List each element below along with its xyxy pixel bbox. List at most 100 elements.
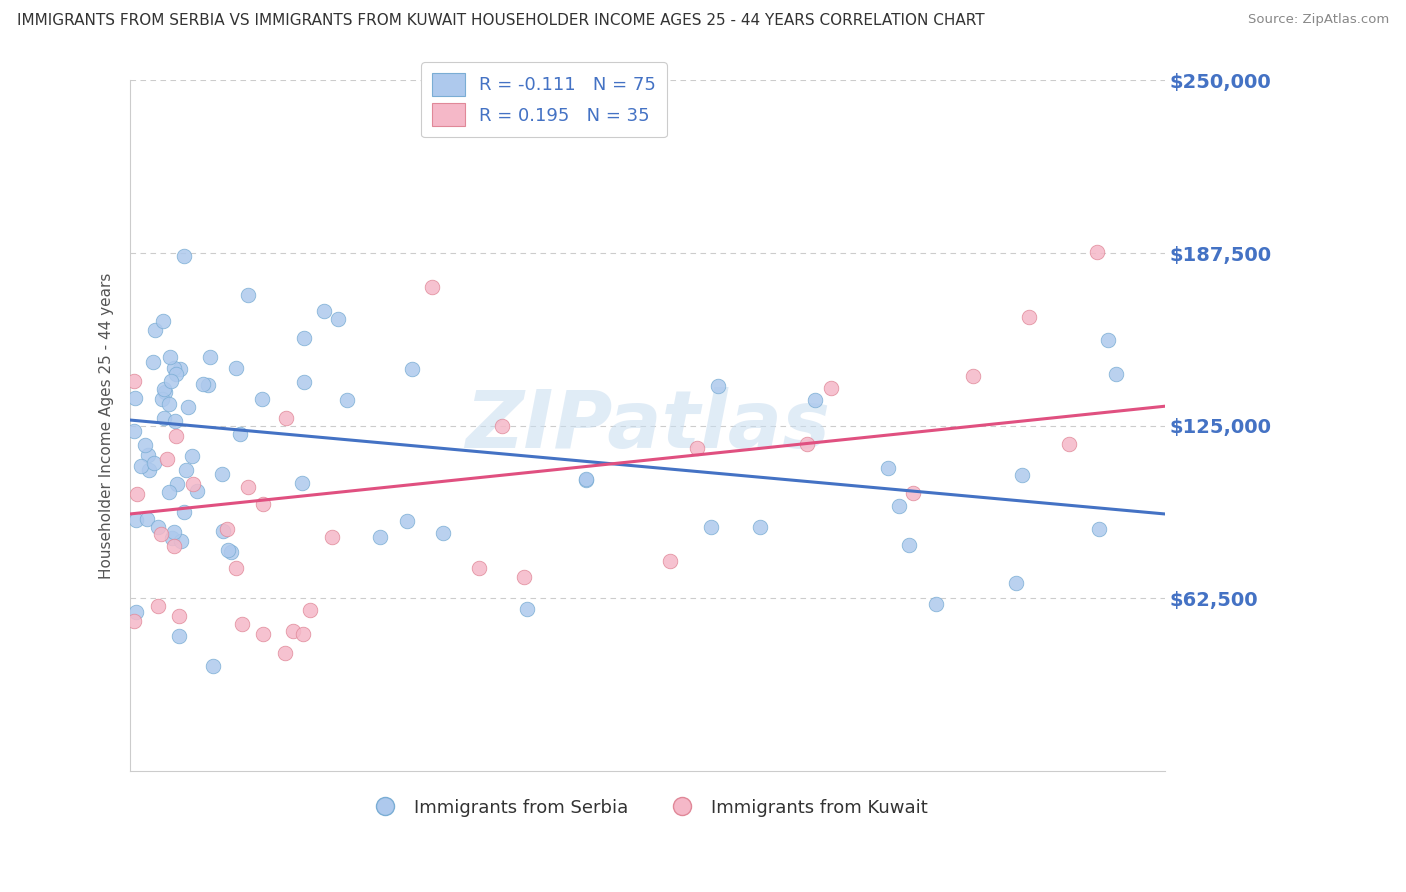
Point bbox=[1097, 333, 1119, 347]
Point bbox=[124, 374, 146, 388]
Point bbox=[146, 519, 169, 533]
Point bbox=[299, 602, 322, 616]
Point bbox=[336, 392, 359, 407]
Point bbox=[159, 350, 181, 364]
Point bbox=[516, 601, 538, 615]
Point bbox=[898, 538, 921, 552]
Point bbox=[124, 614, 146, 628]
Point bbox=[138, 463, 160, 477]
Point bbox=[186, 484, 208, 499]
Point bbox=[368, 530, 391, 544]
Point bbox=[924, 597, 946, 611]
Point bbox=[176, 463, 198, 477]
Point bbox=[820, 381, 842, 395]
Point bbox=[1018, 310, 1040, 324]
Point bbox=[1011, 467, 1033, 482]
Text: ZIPatlas: ZIPatlas bbox=[465, 386, 830, 465]
Point bbox=[401, 362, 423, 376]
Point bbox=[1057, 437, 1080, 451]
Point bbox=[143, 323, 166, 337]
Point bbox=[150, 392, 173, 406]
Point bbox=[160, 532, 183, 546]
Point bbox=[157, 485, 180, 500]
Point bbox=[432, 526, 454, 541]
Point bbox=[225, 361, 247, 376]
Point bbox=[169, 362, 191, 376]
Point bbox=[252, 627, 274, 641]
Point bbox=[165, 428, 187, 442]
Point bbox=[153, 410, 176, 425]
Point bbox=[707, 378, 730, 392]
Point bbox=[152, 314, 174, 328]
Point bbox=[153, 384, 176, 399]
Point bbox=[225, 561, 247, 575]
Point bbox=[575, 472, 598, 486]
Point bbox=[201, 658, 224, 673]
Point bbox=[197, 377, 219, 392]
Point bbox=[180, 450, 202, 464]
Point bbox=[420, 279, 443, 293]
Point bbox=[292, 330, 315, 344]
Point bbox=[142, 355, 165, 369]
Point bbox=[165, 368, 187, 382]
Point bbox=[156, 452, 179, 467]
Point bbox=[686, 441, 709, 455]
Point bbox=[163, 539, 186, 553]
Point bbox=[136, 448, 159, 462]
Point bbox=[125, 487, 148, 501]
Point bbox=[274, 646, 297, 660]
Point bbox=[124, 424, 146, 438]
Point bbox=[229, 426, 252, 441]
Y-axis label: Householder Income Ages 25 - 44 years: Householder Income Ages 25 - 44 years bbox=[100, 272, 114, 579]
Point bbox=[159, 374, 181, 388]
Point bbox=[1104, 368, 1126, 382]
Point bbox=[292, 376, 315, 390]
Point bbox=[125, 513, 148, 527]
Point bbox=[291, 475, 314, 490]
Point bbox=[135, 512, 157, 526]
Point bbox=[274, 410, 297, 425]
Point bbox=[125, 605, 148, 619]
Point bbox=[148, 599, 170, 614]
Point bbox=[491, 418, 513, 433]
Point bbox=[575, 473, 598, 487]
Point bbox=[252, 497, 274, 511]
Point bbox=[321, 530, 343, 544]
Point bbox=[796, 436, 818, 450]
Point bbox=[1088, 522, 1111, 536]
Point bbox=[328, 312, 350, 326]
Point bbox=[167, 629, 190, 643]
Point bbox=[659, 554, 682, 568]
Point bbox=[167, 609, 190, 624]
Point bbox=[170, 534, 193, 549]
Text: IMMIGRANTS FROM SERBIA VS IMMIGRANTS FROM KUWAIT HOUSEHOLDER INCOME AGES 25 - 44: IMMIGRANTS FROM SERBIA VS IMMIGRANTS FRO… bbox=[17, 13, 984, 29]
Point bbox=[231, 617, 253, 632]
Point bbox=[219, 545, 242, 559]
Point bbox=[395, 514, 418, 528]
Point bbox=[513, 569, 536, 583]
Point bbox=[153, 383, 176, 397]
Point bbox=[238, 288, 260, 302]
Point bbox=[181, 477, 204, 491]
Point bbox=[177, 401, 200, 415]
Point bbox=[236, 480, 259, 494]
Point bbox=[173, 249, 195, 263]
Point bbox=[163, 414, 186, 428]
Point bbox=[134, 438, 156, 452]
Point bbox=[163, 524, 186, 539]
Point bbox=[157, 397, 180, 411]
Point bbox=[1005, 576, 1028, 591]
Point bbox=[193, 376, 215, 391]
Point bbox=[163, 361, 186, 376]
Text: Source: ZipAtlas.com: Source: ZipAtlas.com bbox=[1249, 13, 1389, 27]
Point bbox=[804, 393, 827, 408]
Point bbox=[877, 460, 900, 475]
Point bbox=[291, 627, 314, 641]
Point bbox=[699, 520, 721, 534]
Point bbox=[901, 485, 924, 500]
Point bbox=[129, 458, 152, 473]
Point bbox=[1087, 245, 1109, 260]
Point bbox=[211, 467, 233, 482]
Point bbox=[124, 391, 146, 405]
Point bbox=[314, 303, 336, 318]
